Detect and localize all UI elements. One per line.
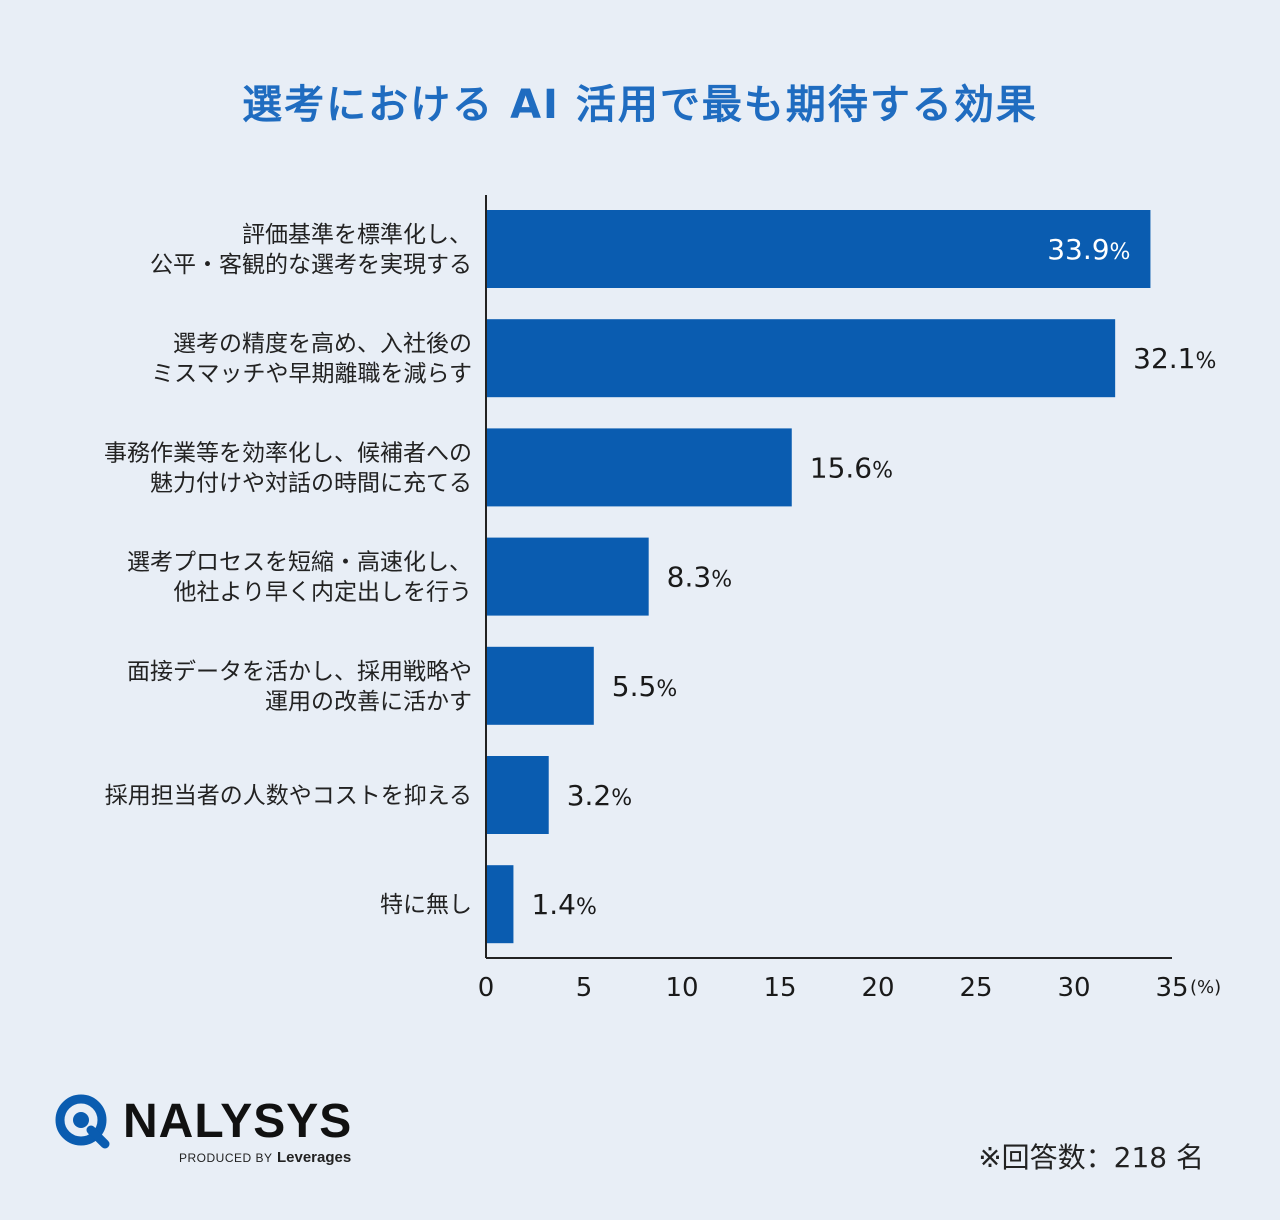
value-number-4: 5.5 xyxy=(612,670,657,703)
value-label-2: 15.6% xyxy=(810,451,893,484)
category-label-3-1: 他社より早く内定出しを行う xyxy=(173,580,472,606)
nalysys-logo: NALYSYS PRODUCED BY Leverages xyxy=(55,1092,355,1172)
value-number-0: 33.9 xyxy=(1047,233,1109,266)
x-tick-label-7: 35 xyxy=(1155,973,1188,1003)
x-axis-unit: (%) xyxy=(1190,977,1221,998)
x-tick-label-4: 20 xyxy=(861,973,894,1003)
value-unit-2: % xyxy=(872,458,893,483)
value-label-6: 1.4% xyxy=(531,888,596,921)
value-unit-5: % xyxy=(611,786,632,811)
value-unit-4: % xyxy=(656,677,677,702)
bar-0 xyxy=(486,210,1151,288)
leverages-brand: Leverages xyxy=(276,1149,352,1166)
bar-6 xyxy=(486,865,514,944)
category-label-1-1: ミスマッチや早期離職を減らす xyxy=(151,361,472,387)
category-label-6-0: 特に無し xyxy=(380,892,472,918)
bar-chart: 評価基準を標準化し、公平・客観的な選考を実現する 33.9% 選考の精度を高め、入社… xyxy=(104,195,1221,1003)
chart-title: 選考における AI 活用で最も期待する効果 xyxy=(242,82,1038,128)
category-label-3-0: 選考プロセスを短縮・高速化し、 xyxy=(127,550,472,576)
nalysys-logo-icon xyxy=(55,1094,110,1149)
logo-produced-by: PRODUCED BY Leverages xyxy=(179,1150,351,1166)
category-label-5-0: 採用担当者の人数やコストを抑える xyxy=(105,783,472,809)
produced-by-text: PRODUCED BY xyxy=(179,1151,273,1165)
value-unit-3: % xyxy=(711,568,732,593)
x-tick-label-2: 10 xyxy=(665,973,698,1003)
value-unit-6: % xyxy=(576,895,597,920)
value-unit-0: % xyxy=(1110,240,1131,265)
x-tick-label-3: 15 xyxy=(763,973,796,1003)
logo-name: NALYSYS xyxy=(123,1095,353,1148)
respondent-count-note: ※回答数：218 名 xyxy=(978,1141,1204,1174)
value-number-3: 8.3 xyxy=(667,561,712,594)
value-number-1: 32.1 xyxy=(1133,342,1195,375)
x-tick-label-0: 0 xyxy=(478,973,495,1003)
category-label-0-1: 公平・客観的な選考を実現する xyxy=(150,252,472,278)
value-label-4: 5.5% xyxy=(612,670,677,703)
category-label-4-0: 面接データを活かし、採用戦略や xyxy=(127,659,472,685)
category-label-1-0: 選考の精度を高め、入社後の xyxy=(173,331,472,357)
value-unit-1: % xyxy=(1196,349,1217,374)
bar-3 xyxy=(486,537,649,616)
x-tick-label-5: 25 xyxy=(959,973,992,1003)
bar-4 xyxy=(486,646,594,725)
x-tick-label-6: 30 xyxy=(1057,973,1090,1003)
value-label-5: 3.2% xyxy=(567,779,632,812)
category-label-4-1: 運用の改善に活かす xyxy=(265,689,472,715)
value-label-1: 32.1% xyxy=(1133,342,1216,375)
x-tick-label-1: 5 xyxy=(576,973,593,1003)
value-number-2: 15.6 xyxy=(810,451,872,484)
value-label-0: 33.9% xyxy=(1047,233,1130,266)
bar-2 xyxy=(486,428,792,507)
value-number-6: 1.4 xyxy=(531,888,576,921)
category-label-0-0: 評価基準を標準化し、 xyxy=(242,222,472,248)
value-number-5: 3.2 xyxy=(567,779,612,812)
category-label-2-0: 事務作業等を効率化し、候補者への xyxy=(104,440,472,466)
category-label-2-1: 魅力付けや対話の時間に充てる xyxy=(150,470,472,496)
bar-1 xyxy=(486,319,1116,398)
value-label-3: 8.3% xyxy=(667,561,732,594)
bar-5 xyxy=(486,756,549,834)
